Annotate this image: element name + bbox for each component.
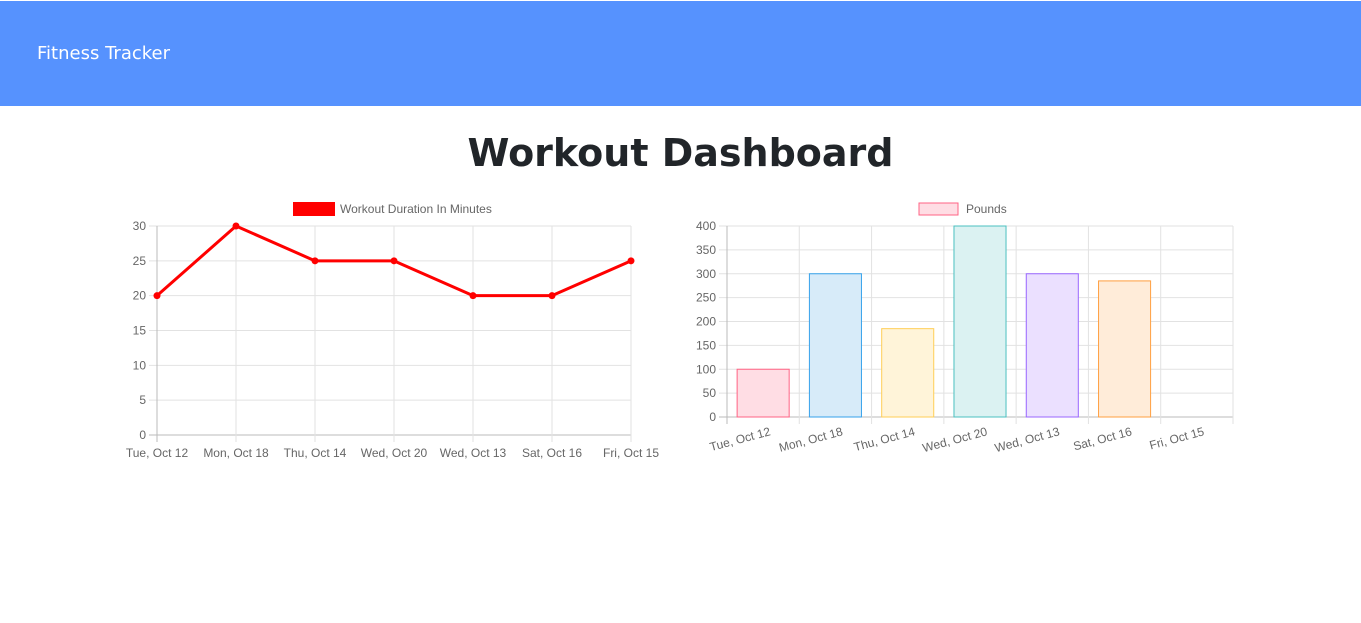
- x-tick-label: Wed, Oct 20: [361, 446, 428, 460]
- y-tick-label: 20: [133, 289, 147, 303]
- data-point: [232, 222, 240, 230]
- bar: [1098, 280, 1152, 418]
- data-point: [469, 292, 477, 300]
- bar: [808, 273, 862, 418]
- bar: [881, 328, 935, 418]
- y-tick-label: 250: [696, 291, 716, 305]
- x-tick-label: Sat, Oct 16: [522, 446, 582, 460]
- x-tick-label: Tue, Oct 12: [126, 446, 189, 460]
- pounds-bar-chart: Pounds 0 50 100 150 200 250 300 350 400 Tue, Oct 1…: [696, 202, 1234, 455]
- legend-swatch: [918, 202, 959, 216]
- navbar-brand[interactable]: Fitness Tracker: [37, 43, 170, 64]
- y-tick-label: 25: [133, 254, 147, 268]
- y-tick-label: 150: [696, 338, 716, 352]
- y-tick-label: 10: [133, 358, 147, 372]
- data-point: [548, 292, 556, 300]
- x-tick-label: Sat, Oct 16: [1072, 424, 1134, 453]
- x-tick-label: Tue, Oct 12: [708, 424, 772, 454]
- legend-swatch: [293, 202, 335, 216]
- navbar: Fitness Tracker: [0, 1, 1361, 106]
- y-tick-label: 200: [696, 315, 716, 329]
- x-tick-label: Fri, Oct 15: [1148, 424, 1206, 452]
- legend-label: Workout Duration In Minutes: [340, 202, 492, 216]
- x-tick-label: Wed, Oct 13: [993, 424, 1061, 455]
- data-point: [153, 292, 161, 300]
- data-point: [627, 257, 635, 265]
- x-tick-label: Thu, Oct 14: [284, 446, 347, 460]
- y-tick-label: 100: [696, 362, 716, 376]
- workout-duration-line-chart: Workout Duration In Minutes 0 5 10 15 20 25 30 T…: [126, 202, 659, 460]
- bar: [1025, 273, 1079, 418]
- y-tick-label: 15: [133, 324, 147, 338]
- y-tick-label: 0: [709, 410, 716, 424]
- bar: [736, 368, 790, 418]
- x-tick-label: Wed, Oct 20: [921, 424, 989, 455]
- x-tick-label: Mon, Oct 18: [203, 446, 269, 460]
- x-tick-label: Fri, Oct 15: [603, 446, 659, 460]
- x-tick-label: Mon, Oct 18: [777, 424, 844, 455]
- y-tick-label: 5: [139, 393, 146, 407]
- x-tick-label: Wed, Oct 13: [440, 446, 507, 460]
- y-tick-label: 400: [696, 219, 716, 233]
- y-tick-label: 350: [696, 243, 716, 257]
- y-tick-label: 0: [139, 428, 146, 442]
- bar: [953, 225, 1007, 418]
- data-point: [311, 257, 319, 265]
- data-point: [390, 257, 398, 265]
- y-tick-label: 50: [703, 386, 717, 400]
- x-tick-label: Thu, Oct 14: [852, 424, 916, 454]
- y-tick-label: 300: [696, 267, 716, 281]
- y-tick-label: 30: [133, 219, 147, 233]
- legend-label: Pounds: [966, 202, 1007, 216]
- page-title: Workout Dashboard: [467, 131, 894, 175]
